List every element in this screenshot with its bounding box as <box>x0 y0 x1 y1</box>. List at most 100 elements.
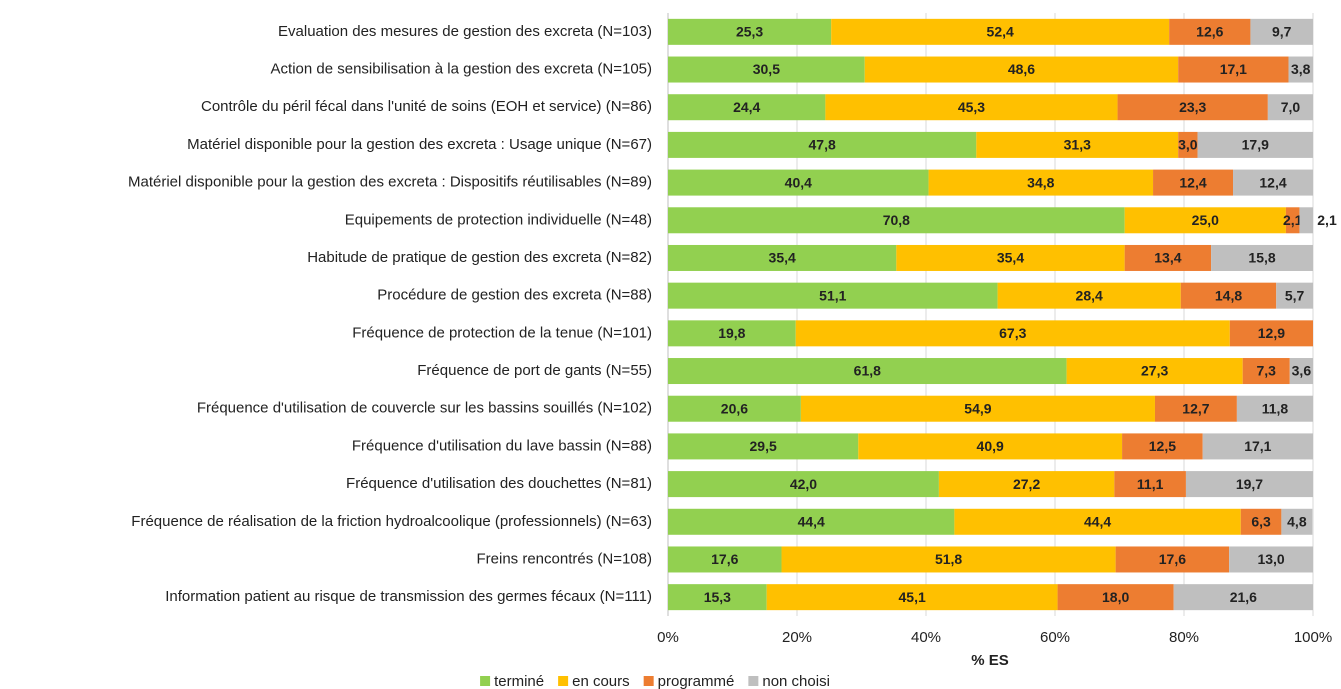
x-tick-label: 40% <box>911 629 941 646</box>
bar-segment <box>668 508 955 535</box>
y-tick-label: Fréquence d'utilisation de couvercle sur… <box>197 400 652 417</box>
data-label: 27,2 <box>1013 476 1040 492</box>
y-tick-label: Evaluation des mesures de gestion des ex… <box>278 23 652 40</box>
data-label: 12,4 <box>1179 174 1206 190</box>
data-label: 19,8 <box>718 325 745 341</box>
data-label: 17,6 <box>1159 551 1186 567</box>
data-label: 30,5 <box>753 61 780 77</box>
y-tick-label: Matériel disponible pour la gestion des … <box>128 174 652 191</box>
data-label: 20,6 <box>721 400 748 416</box>
data-label: 70,8 <box>883 212 910 228</box>
bar-segment <box>668 169 929 196</box>
data-label: 27,3 <box>1141 363 1168 379</box>
bar-segment <box>668 131 977 158</box>
data-label: 18,0 <box>1102 589 1129 605</box>
legend-swatch <box>748 676 759 686</box>
data-label: 7,3 <box>1257 363 1277 379</box>
bar-segment <box>1178 131 1198 158</box>
bar-segment <box>668 282 998 309</box>
bar-segment <box>997 282 1181 309</box>
bar-segment <box>668 320 796 347</box>
data-label: 28,4 <box>1076 287 1103 303</box>
bar-segment <box>1250 18 1313 45</box>
data-label: 40,9 <box>977 438 1004 454</box>
data-label: 5,7 <box>1285 287 1305 303</box>
bar-segment <box>668 94 826 121</box>
bar-segment <box>1178 56 1289 83</box>
bar-segment <box>1236 395 1313 422</box>
data-label: 11,8 <box>1262 400 1289 416</box>
data-label: 3,6 <box>1292 363 1312 379</box>
data-label: 17,6 <box>711 551 738 567</box>
bar-segment <box>795 320 1230 347</box>
data-label: 24,4 <box>733 99 760 115</box>
bar-segment <box>1185 471 1313 498</box>
data-label: 2,1 <box>1317 212 1337 228</box>
bar-segment <box>1057 584 1174 611</box>
bar-segment <box>800 395 1155 422</box>
data-label: 4,8 <box>1287 513 1307 529</box>
data-label: 17,9 <box>1242 137 1269 153</box>
data-label: 6,3 <box>1251 513 1271 529</box>
bar-segment <box>668 244 897 271</box>
y-tick-label: Fréquence de port de gants (N=55) <box>417 362 652 379</box>
legend-swatch <box>558 676 569 686</box>
data-label: 17,1 <box>1220 61 1247 77</box>
y-tick-label: Fréquence de protection de la tenue (N=1… <box>352 324 652 341</box>
y-tick-label: Freins rencontrés (N=108) <box>477 550 653 567</box>
data-label: 3,8 <box>1291 61 1311 77</box>
bar-segment <box>668 584 767 611</box>
y-tick-label: Habitude de pratique de gestion des excr… <box>307 249 652 266</box>
data-label: 12,6 <box>1196 24 1223 40</box>
data-label: 34,8 <box>1027 174 1054 190</box>
bar-segment <box>1124 207 1286 234</box>
data-label: 48,6 <box>1008 61 1035 77</box>
data-label: 42,0 <box>790 476 817 492</box>
data-label: 2,1 <box>1283 212 1303 228</box>
data-label: 54,9 <box>964 400 991 416</box>
bar-segment <box>1281 508 1313 535</box>
bar-segment <box>976 131 1179 158</box>
data-label: 13,4 <box>1154 250 1181 266</box>
y-tick-label: Fréquence de réalisation de la friction … <box>131 513 652 530</box>
bar-segment <box>825 94 1118 121</box>
data-label: 45,3 <box>958 99 985 115</box>
bar-segment <box>668 471 939 498</box>
legend-swatch <box>643 676 654 686</box>
bar-segment <box>781 546 1116 573</box>
data-label: 25,0 <box>1192 212 1219 228</box>
legend-swatch <box>480 676 491 686</box>
data-label: 21,6 <box>1230 589 1257 605</box>
bar-segment <box>1240 508 1282 535</box>
bar-segment <box>668 207 1125 234</box>
y-tick-label: Matériel disponible pour la gestion des … <box>187 136 652 153</box>
bar-segment <box>1229 320 1313 347</box>
x-tick-label: 80% <box>1169 629 1199 646</box>
data-label: 9,7 <box>1272 24 1292 40</box>
legend-label: non choisi <box>762 673 830 689</box>
bar-segment <box>928 169 1154 196</box>
legend-label: terminé <box>494 673 544 689</box>
bar-segment <box>1114 471 1186 498</box>
bar-segment <box>1154 395 1237 422</box>
data-label: 12,7 <box>1182 400 1209 416</box>
data-label: 35,4 <box>769 250 796 266</box>
data-label: 15,3 <box>704 589 731 605</box>
bar-segment <box>1288 56 1313 83</box>
bar-segment <box>668 358 1067 385</box>
data-label: 51,8 <box>935 551 962 567</box>
bar-segment <box>1197 131 1313 158</box>
bar-segment <box>864 56 1179 83</box>
bar-segment <box>668 18 832 45</box>
data-label: 52,4 <box>987 24 1014 40</box>
bar-segment <box>668 546 782 573</box>
bar-segment <box>1202 433 1313 460</box>
legend-label: en cours <box>572 673 630 689</box>
x-tick-label: 60% <box>1040 629 1070 646</box>
data-label: 15,8 <box>1248 250 1275 266</box>
data-label: 12,5 <box>1149 438 1176 454</box>
data-label: 19,7 <box>1236 476 1263 492</box>
bar-segment <box>1285 207 1300 234</box>
bar-segment <box>766 584 1058 611</box>
data-label: 3,0 <box>1178 137 1198 153</box>
